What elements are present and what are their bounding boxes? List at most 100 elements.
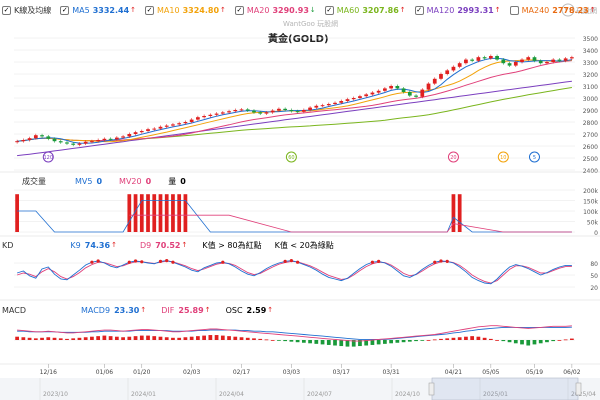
osc-bar	[127, 336, 132, 340]
macd-label: MACD	[2, 305, 26, 315]
ma-toggle-ma60[interactable]: ✓ MA60 3207.86 ↑	[324, 5, 406, 15]
date-tick-label: 05/05	[482, 369, 499, 376]
osc-bar	[139, 335, 144, 340]
kd-tick-label: 50	[590, 273, 598, 280]
candle-body	[351, 98, 356, 100]
osc-bar	[563, 339, 568, 341]
ma-name: MA60	[336, 5, 360, 15]
ma-marker-circle	[42, 151, 54, 163]
osc-bar	[152, 336, 157, 340]
osc-bar	[196, 336, 200, 340]
osc-bar	[90, 336, 94, 340]
date-tick-label: 03/31	[382, 369, 399, 376]
osc-bar	[414, 340, 418, 342]
checkbox-icon[interactable]: ✓	[324, 5, 334, 15]
checkbox-icon[interactable]: ✓	[145, 5, 155, 15]
osc-bar	[146, 335, 150, 340]
candle-body	[146, 129, 150, 131]
volume-bar	[457, 194, 462, 232]
osc-bar	[295, 340, 300, 343]
d9-line	[16, 260, 572, 284]
ma-toggle-ma10[interactable]: ✓ MA10 3324.80 ↑	[145, 5, 226, 15]
candle-body	[214, 113, 219, 115]
price-tick-label: 3500	[583, 36, 598, 43]
candle-body	[227, 111, 231, 113]
candle-body	[121, 136, 125, 138]
osc-bar	[570, 338, 574, 340]
candle-body	[551, 59, 556, 62]
candle-body	[476, 57, 481, 61]
candle-body	[464, 59, 468, 64]
osc-bar	[314, 340, 319, 344]
checkbox-icon[interactable]	[509, 5, 519, 15]
kd-red-dot	[445, 259, 449, 263]
candle-body	[114, 137, 119, 140]
kd-red-dot	[158, 259, 163, 263]
candle-body	[83, 141, 88, 144]
candle-body	[252, 110, 256, 113]
macd9-value: 23.30	[114, 305, 140, 315]
ma-marker-circle	[285, 151, 297, 163]
macd9-label: MACD9	[80, 305, 111, 315]
overview-handle-left[interactable]	[428, 382, 435, 396]
checkbox-icon[interactable]: ✓	[2, 5, 11, 15]
osc-bar	[445, 338, 450, 340]
osc-bar	[114, 336, 119, 340]
ma-toggle-ma120[interactable]: ✓ MA120 2993.31 ↑	[414, 5, 501, 15]
candle-body	[96, 140, 101, 142]
checkbox-icon[interactable]: ✓	[60, 5, 70, 15]
candle-body	[196, 117, 200, 120]
candle-body	[58, 141, 63, 143]
candle-body	[451, 66, 456, 71]
osc-bar	[451, 337, 456, 340]
kd-red-dot	[90, 260, 94, 264]
osc-bar	[370, 340, 375, 345]
ma-value: 2778.23	[552, 5, 589, 15]
volume-name: 量	[168, 176, 177, 186]
osc-bar	[121, 337, 125, 340]
k9-value: 74.36	[84, 240, 111, 250]
volume-tick-label: 50k	[587, 220, 599, 227]
chart-title: 黃金(GOLD)	[268, 34, 329, 45]
osc-bar	[177, 337, 182, 340]
checkbox-icon[interactable]: ✓	[414, 5, 424, 15]
candle-body	[15, 141, 19, 143]
osc-bar	[264, 339, 269, 341]
volume-bar	[152, 194, 157, 232]
volume-value: 0	[180, 176, 186, 186]
candle-body	[220, 112, 225, 114]
candle-body	[27, 138, 32, 140]
candle-body	[90, 141, 94, 143]
osc-bar	[65, 338, 69, 340]
date-tick-label: 02/17	[233, 369, 250, 376]
osc-bar	[283, 340, 288, 342]
ma-toggle-ma240[interactable]: MA240 2778.23 ↑	[509, 5, 596, 15]
osc-bar	[326, 340, 331, 345]
overview-handle-right[interactable]	[575, 382, 582, 396]
kd-tick-label: 80	[590, 261, 598, 268]
osc-bar	[538, 340, 543, 344]
kd-red-dot	[296, 260, 300, 264]
candle-body	[21, 140, 26, 142]
candle-body	[177, 123, 182, 125]
osc-bar	[83, 337, 88, 340]
d9-arrow: ↑	[181, 241, 188, 249]
ma-toggle-ma20[interactable]: ✓ MA20 3290.93 ↓	[234, 5, 316, 15]
volume-bar	[164, 194, 169, 232]
osc-bar	[401, 340, 406, 343]
ma-value: 3290.93	[272, 5, 309, 15]
volume-bar	[139, 194, 144, 232]
candle-body	[258, 112, 263, 114]
volume-bar	[146, 194, 150, 232]
mv5-value: 0	[96, 176, 103, 186]
candle-body	[545, 62, 549, 64]
osc-bar	[52, 337, 57, 340]
kline-toggle[interactable]: ✓ K線及均線	[2, 5, 51, 16]
date-tick-label: 12/16	[40, 369, 57, 376]
candle-body	[40, 135, 44, 137]
ma-toggle-ma5[interactable]: ✓ MA5 3332.44 ↑	[60, 5, 136, 15]
checkbox-icon[interactable]: ✓	[234, 5, 244, 15]
osc-bar	[220, 335, 225, 340]
ma-arrow: ↑	[494, 6, 501, 14]
